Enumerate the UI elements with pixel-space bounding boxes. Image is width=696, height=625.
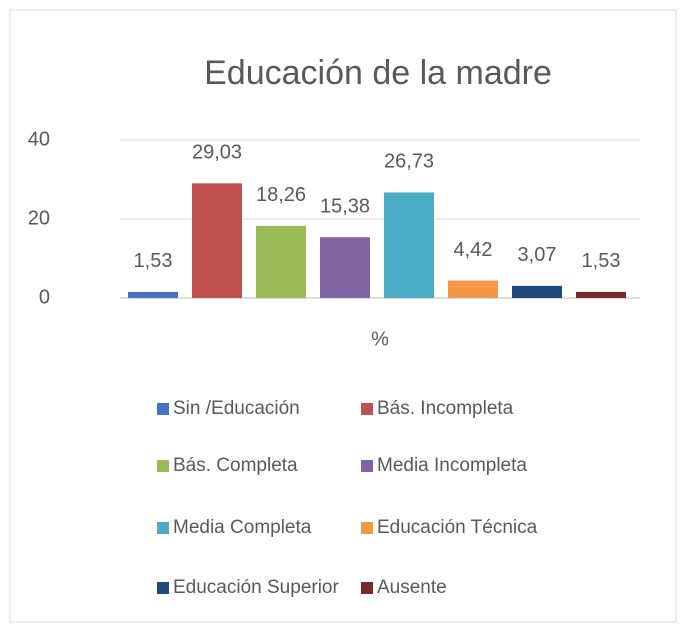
legend-label: Educación Superior xyxy=(173,577,339,598)
data-label: 1,53 xyxy=(582,250,621,272)
bar xyxy=(320,237,370,298)
legend-swatch xyxy=(157,582,169,594)
legend-swatch xyxy=(361,522,373,534)
legend-label: Ausente xyxy=(377,577,447,598)
legend-swatch xyxy=(361,460,373,472)
legend-swatch xyxy=(157,522,169,534)
legend-label: Bás. Incompleta xyxy=(377,398,514,419)
bar xyxy=(576,291,626,298)
legend-swatch xyxy=(157,460,169,472)
legend-label: Sin /Educación xyxy=(173,398,300,419)
bar xyxy=(384,192,434,298)
chart-frame xyxy=(9,9,677,623)
legend-swatch xyxy=(157,403,169,415)
bar xyxy=(128,291,178,298)
data-label: 3,07 xyxy=(518,244,557,266)
x-tick-label: % xyxy=(371,328,389,350)
bar xyxy=(448,280,498,298)
legend-label: Educación Técnica xyxy=(377,517,538,538)
legend-label: Media Incompleta xyxy=(377,455,527,476)
data-label: 4,42 xyxy=(454,239,493,261)
legend-swatch xyxy=(361,403,373,415)
legend-label: Media Completa xyxy=(173,517,312,538)
y-tick-label: 0 xyxy=(39,286,50,308)
y-tick-label: 20 xyxy=(28,207,50,229)
bar xyxy=(192,183,242,298)
bar xyxy=(256,225,306,298)
y-tick-label: 40 xyxy=(28,128,50,150)
data-label: 18,26 xyxy=(256,184,306,206)
chart-title: Educación de la madre xyxy=(204,54,552,92)
data-label: 1,53 xyxy=(134,250,173,272)
legend-swatch xyxy=(361,582,373,594)
legend-label: Bás. Completa xyxy=(173,455,298,476)
data-label: 26,73 xyxy=(384,151,434,173)
data-label: 15,38 xyxy=(320,196,370,218)
data-label: 29,03 xyxy=(192,142,242,164)
bar xyxy=(512,285,562,298)
